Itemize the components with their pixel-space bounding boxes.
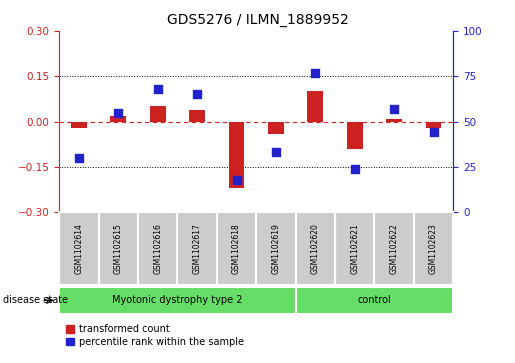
Point — [153, 86, 162, 92]
Text: GDS5276 / ILMN_1889952: GDS5276 / ILMN_1889952 — [167, 13, 348, 27]
Bar — [217, 212, 256, 285]
Text: GSM1102622: GSM1102622 — [390, 223, 399, 274]
Bar — [414, 212, 453, 285]
Text: GSM1102615: GSM1102615 — [114, 223, 123, 274]
Text: disease state: disease state — [3, 295, 67, 305]
Bar — [138, 212, 177, 285]
Point — [311, 70, 319, 76]
Point — [114, 110, 123, 115]
Text: GSM1102616: GSM1102616 — [153, 223, 162, 274]
Text: Myotonic dystrophy type 2: Myotonic dystrophy type 2 — [112, 295, 243, 305]
Bar — [425, 122, 441, 128]
Bar — [256, 212, 296, 285]
Bar — [110, 115, 126, 122]
Bar — [296, 287, 453, 314]
Bar — [189, 110, 205, 122]
Point — [75, 155, 83, 161]
Text: control: control — [357, 295, 391, 305]
Point — [193, 91, 201, 97]
Bar — [386, 119, 402, 122]
Point — [232, 177, 241, 183]
Text: GSM1102614: GSM1102614 — [75, 223, 83, 274]
Bar — [307, 91, 323, 122]
Bar — [150, 106, 166, 122]
Legend: transformed count, percentile rank within the sample: transformed count, percentile rank withi… — [64, 322, 246, 349]
Bar — [347, 122, 363, 149]
Point — [430, 130, 438, 135]
Text: GSM1102620: GSM1102620 — [311, 223, 320, 274]
Point — [272, 150, 280, 155]
Text: GSM1102617: GSM1102617 — [193, 223, 201, 274]
Bar — [296, 212, 335, 285]
Bar — [335, 212, 374, 285]
Text: GSM1102623: GSM1102623 — [429, 223, 438, 274]
Point — [390, 106, 398, 112]
Bar — [59, 212, 99, 285]
Bar — [59, 287, 296, 314]
Bar — [268, 122, 284, 134]
Bar — [177, 212, 217, 285]
Text: GSM1102619: GSM1102619 — [271, 223, 280, 274]
Bar — [229, 122, 245, 188]
Text: GSM1102618: GSM1102618 — [232, 223, 241, 274]
Text: GSM1102621: GSM1102621 — [350, 223, 359, 274]
Bar — [99, 212, 138, 285]
Bar — [71, 122, 87, 128]
Point — [351, 166, 359, 172]
Bar — [374, 212, 414, 285]
